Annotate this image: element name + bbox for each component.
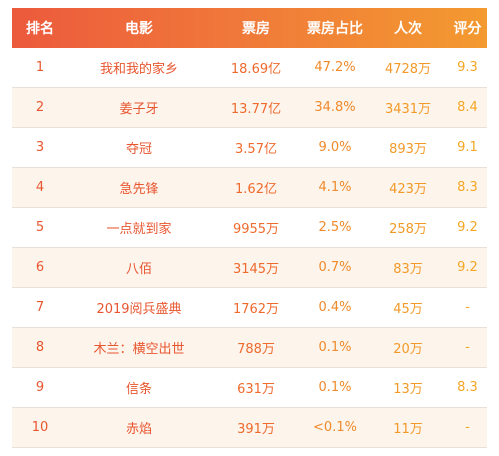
cell-movie: 八佰 — [125, 262, 152, 277]
cell-score: 9.3 — [457, 60, 478, 75]
cell-share: 0.1% — [318, 340, 352, 355]
cell-box-office: 1.62亿 — [235, 182, 277, 197]
table-row: 6 八佰 3145万 0.7% 83万 9.2 — [12, 248, 487, 288]
cell-score: - — [465, 340, 470, 355]
cell-box-office: 3.57亿 — [235, 142, 277, 157]
header-rank: 排名 — [26, 21, 54, 37]
cell-rank: 1 — [35, 60, 45, 75]
header-share: 票房占比 — [307, 21, 363, 37]
cell-box-office: 631万 — [237, 382, 275, 397]
cell-attendance: 423万 — [389, 182, 427, 197]
cell-rank: 8 — [35, 340, 45, 355]
cell-share: 4.1% — [318, 180, 352, 195]
cell-score: - — [465, 300, 470, 315]
cell-score: 9.2 — [457, 220, 478, 235]
cell-box-office: 13.77亿 — [230, 102, 282, 117]
cell-share: 2.5% — [318, 220, 352, 235]
cell-movie: 一点就到家 — [106, 222, 172, 237]
cell-share: 0.1% — [318, 380, 352, 395]
cell-box-office: 788万 — [237, 342, 275, 357]
cell-attendance: 3431万 — [384, 102, 432, 117]
table-row: 3 夺冠 3.57亿 9.0% 893万 9.1 — [12, 128, 487, 168]
header-attendance: 人次 — [394, 21, 422, 37]
cell-rank: 9 — [35, 380, 45, 395]
cell-score: 9.1 — [457, 140, 478, 155]
cell-movie: 急先锋 — [119, 182, 159, 197]
cell-movie: 2019阅兵盛典 — [96, 302, 182, 317]
cell-share: <0.1% — [313, 420, 357, 435]
cell-score: - — [465, 420, 470, 435]
cell-attendance: 11万 — [393, 422, 423, 437]
table-row: 10 赤焰 391万 <0.1% 11万 - — [12, 408, 487, 448]
cell-box-office: 18.69亿 — [230, 62, 282, 77]
table-row: 9 信条 631万 0.1% 13万 8.3 — [12, 368, 487, 408]
cell-rank: 7 — [35, 300, 45, 315]
cell-movie: 我和我的家乡 — [99, 62, 178, 77]
cell-attendance: 13万 — [393, 382, 423, 397]
cell-movie: 木兰：横空出世 — [93, 342, 185, 357]
table-row: 2 姜子牙 13.77亿 34.8% 3431万 8.4 — [12, 88, 487, 128]
cell-movie: 夺冠 — [125, 142, 152, 157]
cell-box-office: 3145万 — [232, 262, 280, 277]
cell-attendance: 83万 — [393, 262, 423, 277]
cell-attendance: 893万 — [389, 142, 427, 157]
header-movie: 电影 — [125, 21, 153, 37]
cell-box-office: 9955万 — [232, 222, 280, 237]
cell-score: 8.4 — [457, 100, 478, 115]
table-row: 5 一点就到家 9955万 2.5% 258万 9.2 — [12, 208, 487, 248]
cell-share: 9.0% — [318, 140, 352, 155]
table-row: 8 木兰：横空出世 788万 0.1% 20万 - — [12, 328, 487, 368]
cell-rank: 4 — [35, 180, 45, 195]
table-body: 1 我和我的家乡 18.69亿 47.2% 4728万 9.3 2 姜子牙 13.77亿 34.8… — [12, 48, 487, 448]
cell-rank: 2 — [35, 100, 45, 115]
header-box-office: 票房 — [242, 21, 270, 37]
table-row: 7 2019阅兵盛典 1762万 0.4% 45万 - — [12, 288, 487, 328]
cell-score: 9.2 — [457, 260, 478, 275]
cell-attendance: 4728万 — [384, 62, 432, 77]
header-score: 评分 — [453, 21, 482, 37]
box-office-table: 排名 电影 票房 票房占比 人次 评分 1 我和我的家乡 18.69亿 47.2% 47… — [12, 8, 487, 448]
table-header: 排名 电影 票房 票房占比 人次 评分 — [12, 8, 487, 48]
cell-rank: 3 — [35, 140, 45, 155]
cell-score: 8.3 — [457, 180, 478, 195]
cell-attendance: 20万 — [393, 342, 423, 357]
cell-rank: 10 — [31, 420, 49, 435]
cell-box-office: 391万 — [237, 422, 275, 437]
table-row: 4 急先锋 1.62亿 4.1% 423万 8.3 — [12, 168, 487, 208]
cell-rank: 5 — [35, 220, 45, 235]
cell-box-office: 1762万 — [232, 302, 280, 317]
cell-share: 0.7% — [318, 260, 352, 275]
cell-score: 8.3 — [457, 380, 478, 395]
cell-share: 0.4% — [318, 300, 352, 315]
cell-movie: 姜子牙 — [119, 102, 159, 117]
cell-share: 34.8% — [314, 100, 356, 115]
cell-attendance: 45万 — [393, 302, 423, 317]
cell-attendance: 258万 — [389, 222, 427, 237]
table-row: 1 我和我的家乡 18.69亿 47.2% 4728万 9.3 — [12, 48, 487, 88]
cell-movie: 信条 — [125, 382, 152, 397]
cell-movie: 赤焰 — [125, 422, 152, 437]
cell-rank: 6 — [35, 260, 45, 275]
cell-share: 47.2% — [314, 60, 356, 75]
